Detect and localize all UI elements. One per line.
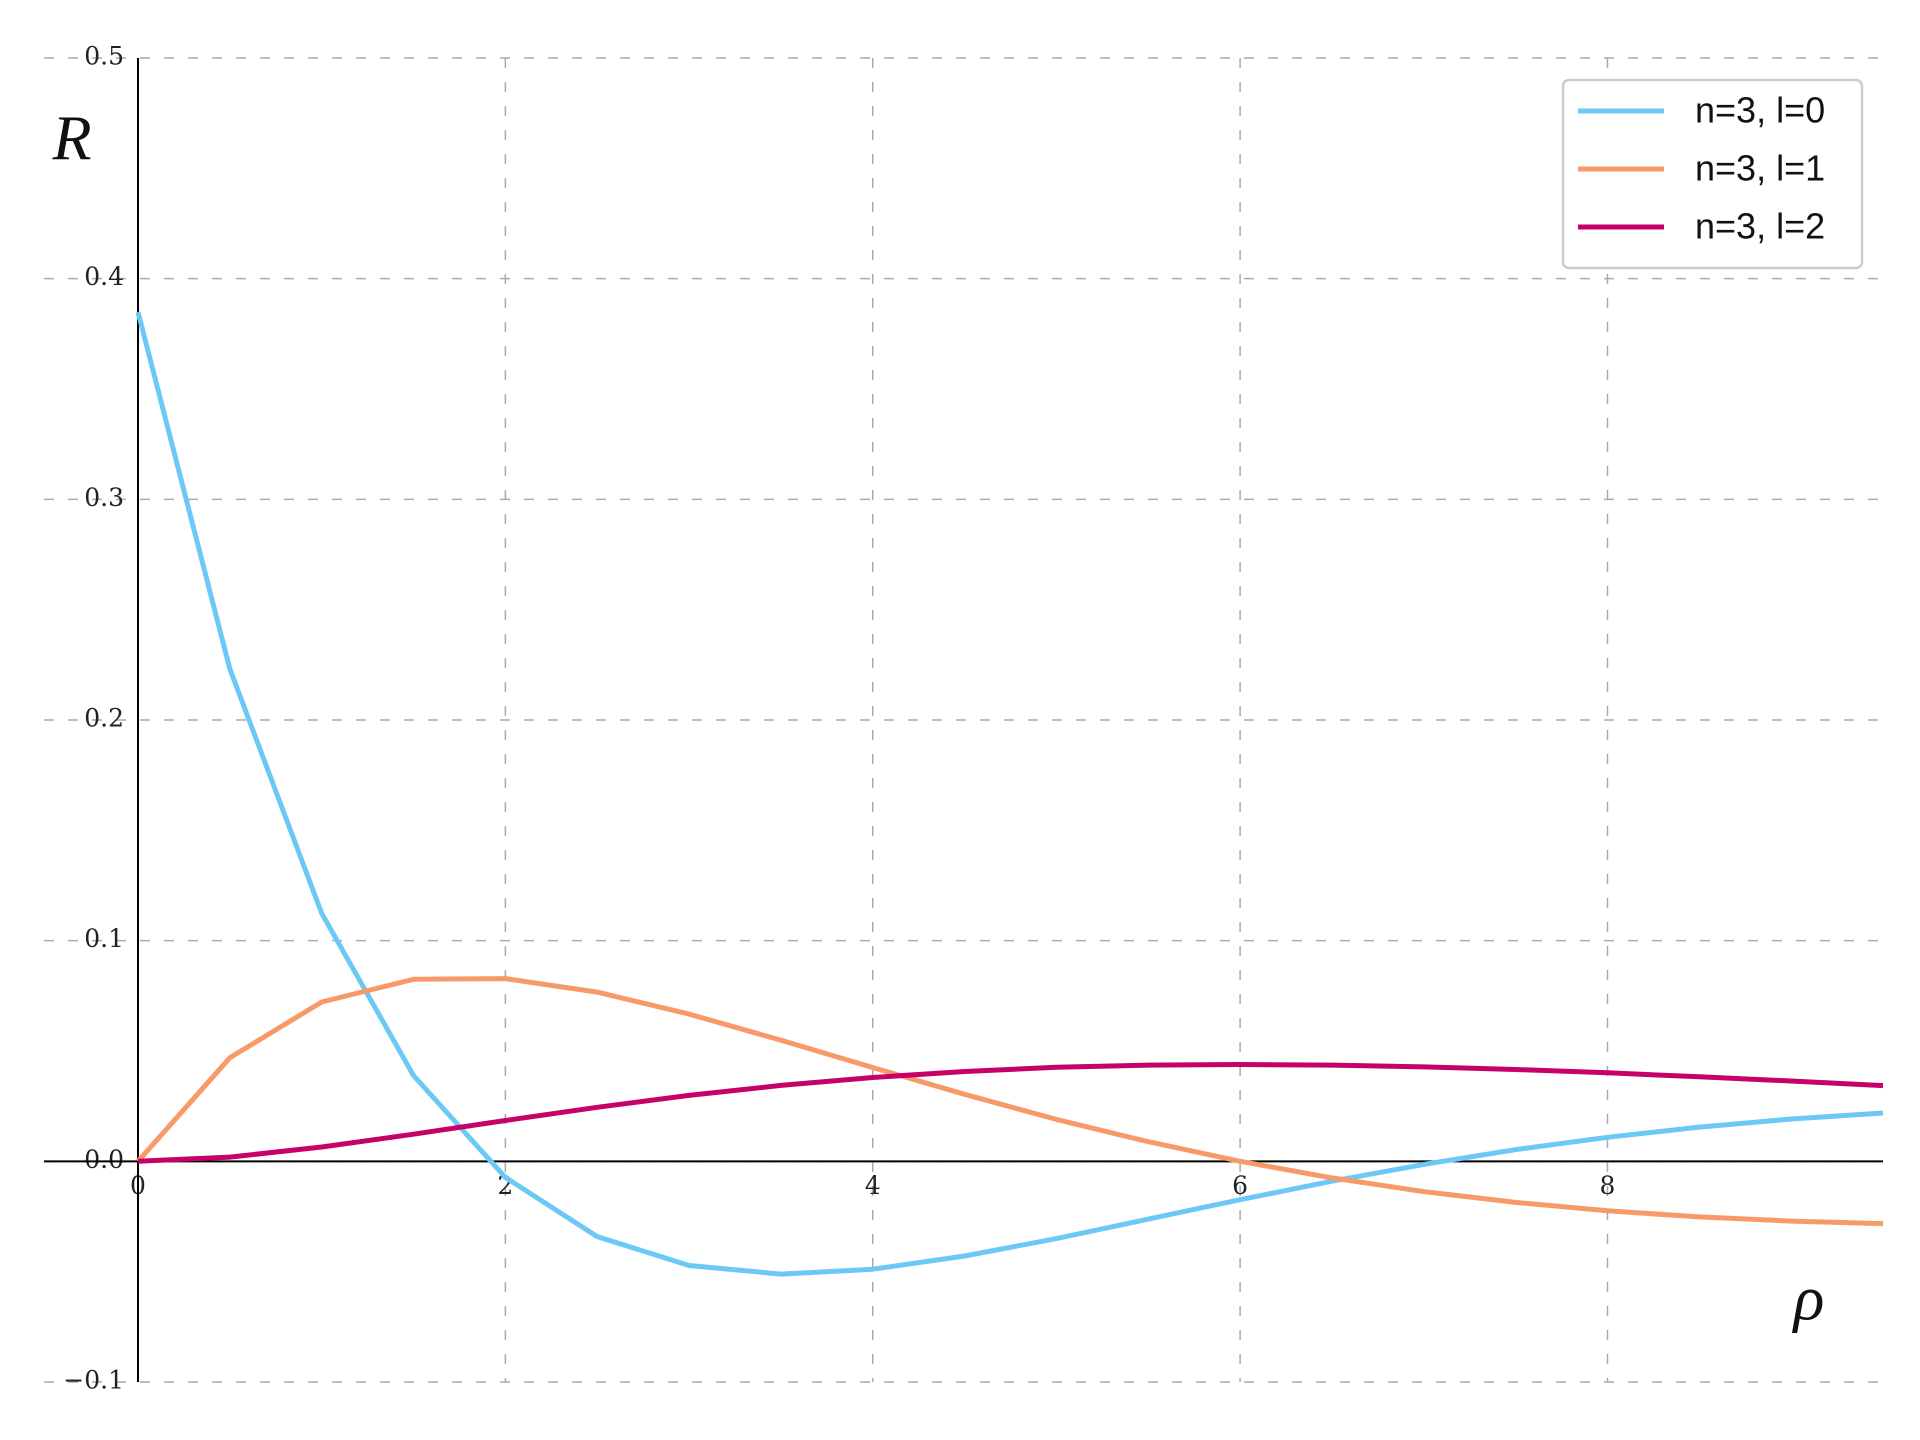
y-tick-label: 0.4 [84, 262, 124, 291]
y-tick-label: 0.0 [84, 1145, 124, 1174]
legend-box [1561, 78, 1864, 270]
x-tick-label: 6 [1232, 1171, 1248, 1200]
y-tick-label: 0.2 [84, 704, 124, 733]
x-tick-label: 4 [865, 1171, 881, 1200]
y-tick-label: 0.5 [84, 42, 124, 71]
x-tick-label: 8 [1600, 1171, 1616, 1200]
line-series [136, 976, 1884, 1227]
y-tick-label: 0.1 [84, 924, 124, 953]
legend-label: n=3, l=1 [1695, 148, 1825, 189]
legend-label: n=3, l=2 [1695, 206, 1825, 247]
line-series [135, 311, 1884, 1277]
y-tick-label: −0.1 [63, 1366, 124, 1395]
line-series [137, 1062, 1884, 1164]
y-axis-label: R [51, 103, 91, 174]
y-tick-label: 0.3 [84, 483, 124, 512]
x-axis-label: ρ [1792, 1263, 1825, 1334]
legend-label: n=3, l=0 [1695, 90, 1825, 131]
